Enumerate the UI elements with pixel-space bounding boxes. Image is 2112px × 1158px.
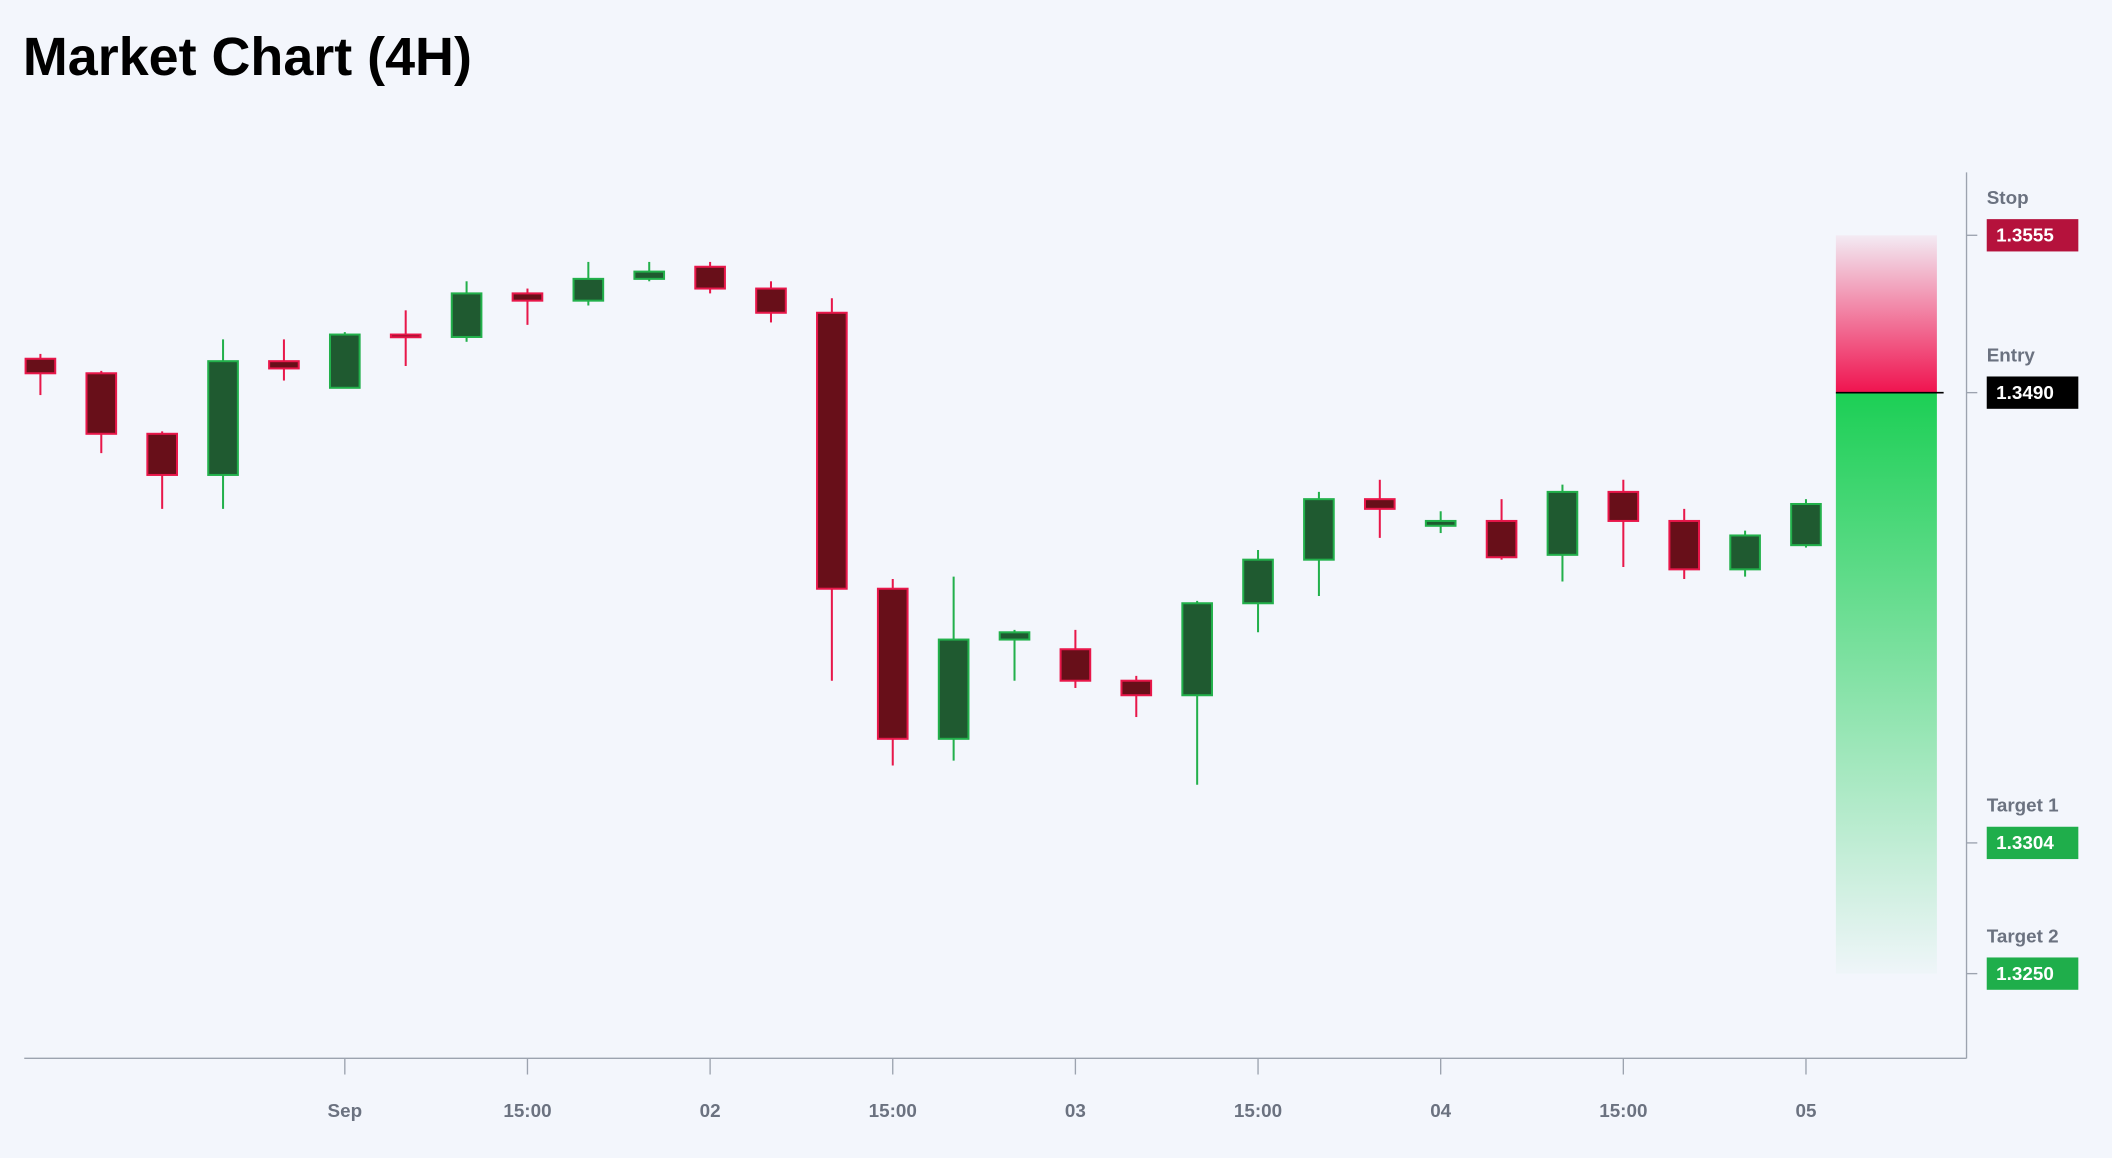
level-badge	[1986, 219, 2079, 252]
x-tick-label: 15:00	[503, 1100, 551, 1121]
x-tick-label: 15:00	[1599, 1100, 1647, 1121]
level-value: 1.3304	[1996, 832, 2054, 853]
x-tick-label: Sep	[328, 1100, 363, 1121]
candle-body	[1181, 602, 1213, 697]
level-value: 1.3555	[1996, 225, 2054, 246]
level-name: Target 2	[1987, 925, 2059, 946]
x-tick-label: 02	[700, 1100, 721, 1121]
candle-body	[1546, 490, 1579, 556]
candle-body	[268, 360, 300, 370]
candle-body	[876, 587, 909, 740]
candle-body	[207, 360, 239, 476]
chart-title: Market Chart (4H)	[23, 27, 472, 87]
candle-body	[937, 638, 970, 740]
candle-body	[1729, 534, 1761, 571]
reward-zone	[1835, 392, 1937, 974]
level-name: Entry	[1987, 344, 2036, 365]
level-badge	[1986, 826, 2079, 860]
candle-body	[1424, 519, 1457, 527]
x-tick-label: 03	[1065, 1100, 1086, 1121]
candle-body	[389, 333, 422, 339]
level-name: Target 1	[1987, 795, 2059, 816]
candle-body	[1607, 490, 1640, 522]
candle-body	[694, 265, 726, 290]
candle-body	[755, 287, 787, 314]
candle-body	[816, 311, 848, 590]
risk-zone	[1835, 235, 1937, 393]
candle-body	[633, 270, 666, 280]
level-value: 1.3490	[1996, 382, 2054, 403]
candle-body	[85, 372, 118, 435]
level-name: Stop	[1987, 187, 2029, 208]
level-badge	[1986, 957, 2079, 990]
candle-body	[24, 357, 57, 375]
x-tick-label: 15:00	[869, 1100, 917, 1121]
candle-body	[328, 333, 361, 389]
candle-body	[572, 277, 605, 302]
candle-body	[1790, 502, 1822, 547]
candle-body	[998, 631, 1031, 641]
candle-body	[511, 292, 544, 302]
candle-body	[1242, 558, 1274, 605]
candle-body	[1303, 498, 1335, 561]
level-badge	[1986, 376, 2079, 409]
candle-body	[1059, 648, 1092, 682]
candle-body	[1668, 519, 1701, 571]
candle-body	[450, 292, 483, 338]
candle-body	[1485, 519, 1518, 559]
level-value: 1.3250	[1996, 963, 2054, 984]
candle-body	[1120, 679, 1153, 697]
candle-body	[146, 432, 178, 476]
x-tick-label: 04	[1430, 1100, 1451, 1121]
x-tick-label: 15:00	[1234, 1100, 1282, 1121]
x-tick-label: 05	[1795, 1100, 1816, 1121]
candle-body	[1363, 498, 1396, 510]
